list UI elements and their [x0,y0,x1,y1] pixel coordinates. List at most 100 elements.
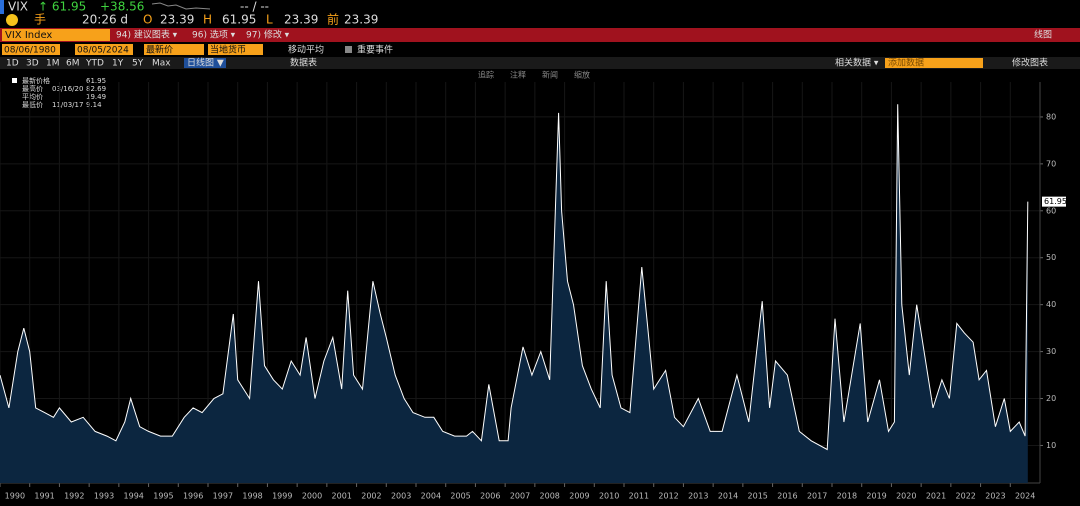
change: +38.56 [100,0,144,14]
marker [0,0,4,14]
x-tick-label: 2021 [926,492,946,501]
quote: -- / -- [240,0,269,14]
x-tick-label: 1992 [64,492,84,501]
x-tick-label: 2017 [807,492,827,501]
prev-label: 前 [327,12,339,27]
moving-average[interactable]: 移动平均 [288,44,324,56]
legend-label: 最低价 [22,100,43,109]
last-price-tag [1042,196,1066,207]
x-tick-label: 1993 [94,492,114,501]
period-button[interactable]: 5Y [132,59,144,69]
x-tick-label: 1991 [34,492,54,501]
legend-label: 最高价 [22,84,43,93]
checkbox[interactable] [345,46,352,53]
low-label: L [266,13,273,27]
x-tick-label: 1998 [242,492,262,501]
x-tick-label: 1997 [213,492,233,501]
x-tick-label: 2014 [718,492,738,501]
menu-button[interactable]: 96) 选项 ▾ [192,29,236,41]
table-button[interactable]: 数据表 [290,57,317,69]
legend-value: 61.95 [86,77,106,85]
frequency-button[interactable] [184,58,226,68]
x-tick-label: 2000 [302,492,322,501]
legend-swatch [12,78,17,83]
sparkline [151,2,211,10]
x-tick-label: 2019 [866,492,886,501]
events[interactable]: 重要事件 [357,44,393,56]
end-date: 08/05/2024 [77,46,129,56]
currency-select[interactable] [208,44,263,55]
add-data-input[interactable] [885,58,983,68]
ticker: VIX [8,0,28,14]
field-select[interactable] [144,44,204,55]
x-tick-label: 2008 [540,492,560,501]
legend-date: 11/03/17 [52,101,83,109]
x-tick-label: 2012 [658,492,678,501]
x-tick-label: 2024 [1015,492,1035,501]
line [0,104,1029,451]
date-input[interactable] [75,44,133,55]
range-bar [0,57,1080,69]
icon[interactable] [6,14,18,26]
area [0,104,1028,484]
legend-label: 平均价 [22,92,43,101]
tool[interactable]: 注释 [510,70,526,80]
x-tick-label: 2004 [421,492,441,501]
tool[interactable]: 新闻 [542,70,558,80]
menu-button[interactable]: 94) 建议图表 ▾ [116,29,178,41]
y-tick-label: 20 [1046,394,1056,403]
related[interactable]: 相关数据 ▾ [835,57,879,69]
y-tick-label: 10 [1046,441,1056,450]
x-tick-label: 2015 [748,492,768,501]
x-tick-label: 2003 [391,492,411,501]
x-tick-label: 1995 [153,492,173,501]
x-tick-label: 1994 [124,492,144,501]
tool[interactable]: 缩放 [574,70,590,80]
period-button[interactable]: 3D [26,59,39,69]
period-button[interactable]: 1M [46,59,60,69]
high-label: H [203,13,212,27]
x-tick-label: 2013 [688,492,708,501]
x-tick-label: 2022 [956,492,976,501]
x-tick-label: 2023 [985,492,1005,501]
y-tick-label: 80 [1046,112,1056,121]
x-tick-label: 2016 [777,492,797,501]
y-tick-label: 40 [1046,300,1056,309]
chart-mode: 线图 [1034,29,1052,41]
currency: 当地货币 [210,44,246,56]
security-input[interactable] [2,29,110,41]
security: VIX Index [5,30,52,41]
x-tick-label: 2018 [837,492,857,501]
x-tick-label: 2011 [629,492,649,501]
legend-value: 19.49 [86,93,106,101]
period-button[interactable]: 1Y [112,59,124,69]
start-date: 08/06/1980 [4,46,56,56]
last: ↑ 61.95 [38,0,86,14]
x-tick-label: 2002 [361,492,381,501]
last-price-label: 61.95 [1044,197,1067,206]
legend-value: 82.69 [86,85,106,93]
tool[interactable]: 追踪 [478,70,494,80]
open: 23.39 [160,13,194,27]
open-label: O [143,13,152,27]
menu-button[interactable]: 97) 修改 ▾ [246,29,290,41]
period-button[interactable]: 1D [6,59,19,69]
x-tick-label: 2007 [510,492,530,501]
prev: 23.39 [344,13,378,27]
period-button[interactable]: YTD [85,59,104,69]
edit-chart[interactable]: 修改图表 [1012,57,1048,69]
date-input[interactable] [2,44,60,55]
x-tick-label: 2009 [569,492,589,501]
x-tick-label: 2020 [896,492,916,501]
x-tick-label: 1999 [272,492,292,501]
toolbar [0,28,1080,42]
x-tick-label: 2006 [480,492,500,501]
period-button[interactable]: Max [152,59,171,69]
field: 最新价 [146,44,173,56]
x-tick-label: 1990 [5,492,25,501]
legend-value: 9.14 [86,101,102,109]
legend-date: 03/16/20 [52,85,83,93]
period-button[interactable]: 6M [66,59,80,69]
